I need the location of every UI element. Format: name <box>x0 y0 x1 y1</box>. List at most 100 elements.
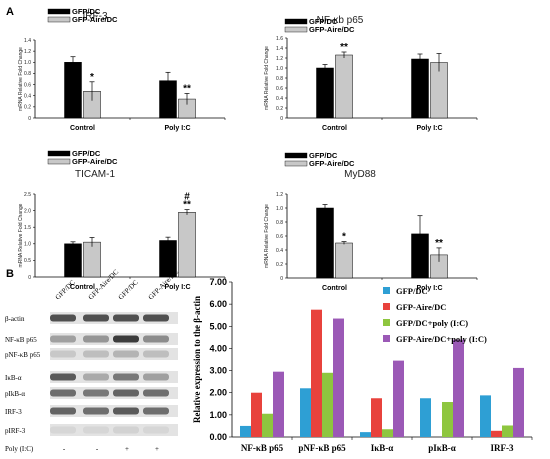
y-tick-label: 7.00 <box>209 277 227 287</box>
x-tick-label: IκB-α <box>371 443 394 453</box>
legend-label: GFP-Aire/DC+poly (I:C) <box>396 334 487 344</box>
blot-band <box>83 389 109 397</box>
bar <box>322 372 333 437</box>
legend-swatch <box>47 150 71 157</box>
bar <box>240 425 251 437</box>
blot-band <box>50 426 76 434</box>
bar <box>64 62 82 119</box>
bar <box>513 367 524 437</box>
legend-swatch <box>284 26 308 33</box>
legend-swatch <box>383 319 390 326</box>
y-tick-label: 1.0 <box>276 206 283 212</box>
y-tick-label: 0.5 <box>24 258 31 264</box>
y-tick-label: 0 <box>280 276 283 282</box>
x-tick-label: IRF-3 <box>491 443 514 453</box>
y-axis-label: mRNA Relative Fold Change <box>264 204 270 268</box>
poly-sign: + <box>125 445 129 453</box>
poly-sign: - <box>63 445 66 453</box>
legend-swatch <box>47 16 71 23</box>
blot-band <box>143 407 169 415</box>
blot-row-label: pNF-κB p65 <box>5 351 41 359</box>
x-tick-label: Poly I:C <box>416 285 442 292</box>
legend-label: GFP-Aire/DC <box>72 157 118 166</box>
legend-label: GFP/DC <box>72 7 101 16</box>
bar <box>480 395 491 437</box>
legend-label: GFP-Aire/DC <box>309 159 355 168</box>
blot-band <box>113 335 139 343</box>
lane-label: GFP/DC <box>117 278 140 301</box>
y-tick-label: 3.00 <box>209 366 227 376</box>
x-tick-label: Poly I:C <box>164 125 190 132</box>
bar <box>333 318 344 437</box>
legend-label: GFP/DC+poly (I:C) <box>396 318 468 328</box>
chart-title: TICAM-1 <box>75 169 115 180</box>
blot-band <box>113 350 139 358</box>
blot-band <box>143 426 169 434</box>
blot-band <box>83 426 109 434</box>
blot-band <box>143 314 169 322</box>
bar <box>335 54 353 119</box>
y-tick-label: 1.2 <box>276 56 283 62</box>
y-tick-label: 0.8 <box>276 76 283 82</box>
bar <box>371 398 382 437</box>
blot-band <box>83 373 109 381</box>
bar <box>420 398 431 437</box>
y-tick-label: 1.0 <box>276 66 283 72</box>
y-tick-label: 2.5 <box>24 192 31 198</box>
blot-band <box>143 389 169 397</box>
bar <box>251 392 262 437</box>
bar <box>300 388 311 437</box>
y-axis-label: mRNA Relative Fold Change <box>264 46 270 110</box>
y-tick-label: 1.4 <box>276 46 283 52</box>
y-tick-label: 0.4 <box>276 248 283 254</box>
poly-sign: - <box>96 445 99 453</box>
x-tick-label: Control <box>70 284 95 291</box>
y-tick-label: 1.00 <box>209 410 227 420</box>
x-tick-label: pIκB-α <box>428 443 456 453</box>
chart-title: MyD88 <box>344 169 376 180</box>
legend-swatch <box>47 8 71 15</box>
y-tick-label: 0.2 <box>24 105 31 111</box>
legend-swatch <box>47 158 71 165</box>
y-tick-label: 1.2 <box>24 49 31 55</box>
bar <box>83 241 101 278</box>
bar <box>382 429 393 437</box>
y-tick-label: 0.8 <box>24 71 31 77</box>
blot-band <box>50 350 76 358</box>
x-tick-label: Poly I:C <box>416 125 442 132</box>
bar <box>316 67 334 119</box>
legend-label: GFP/DC <box>309 151 338 160</box>
y-tick-label: 1.4 <box>24 38 31 44</box>
legend-label: GFP-Aire/DC <box>72 15 118 24</box>
blot-band <box>113 389 139 397</box>
bar <box>273 371 284 437</box>
y-tick-label: 0.6 <box>24 82 31 88</box>
y-axis-label: Relative expression to the β-actin <box>192 296 202 423</box>
y-tick-label: 1.2 <box>276 192 283 198</box>
blot-row-label: NF-κB p65 <box>5 336 37 344</box>
x-tick-label: Control <box>322 125 347 132</box>
bar <box>316 207 334 279</box>
y-tick-label: 0.6 <box>276 234 283 240</box>
legend-label: GFP-Aire/DC <box>309 25 355 34</box>
bar <box>411 58 429 119</box>
bar <box>393 360 404 437</box>
bar <box>360 432 371 437</box>
y-tick-label: 5.00 <box>209 321 227 331</box>
significance-marker: ** <box>183 83 191 94</box>
legend-swatch <box>284 152 308 159</box>
y-tick-label: 1.5 <box>24 225 31 231</box>
blot-band <box>83 407 109 415</box>
y-axis-label: mRNA Relative Fold Change <box>18 47 24 111</box>
blot-row-label: IκB-α <box>5 374 22 382</box>
legend-swatch <box>383 287 390 294</box>
poly-label: Poly (I:C) <box>5 445 34 453</box>
chart-title: IRF-3 <box>83 11 108 22</box>
legend-label: GFP-Aire/DC <box>396 302 446 312</box>
blot-band <box>50 389 76 397</box>
blot-band <box>143 350 169 358</box>
y-axis-label: mRNA Relative Fold Change <box>18 203 24 267</box>
y-tick-label: 6.00 <box>209 299 227 309</box>
